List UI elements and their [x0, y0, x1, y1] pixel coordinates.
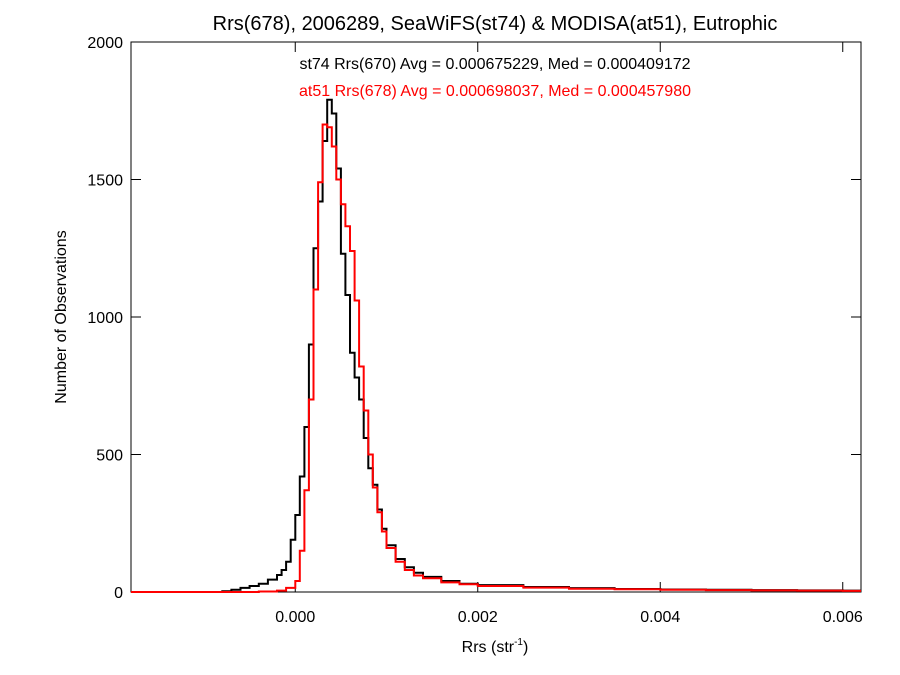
- plot-frame: [130, 41, 862, 593]
- x-tick-label: 0.004: [640, 609, 680, 626]
- x-axis-label-superscript: -1: [514, 637, 523, 648]
- y-axis-label: Number of Observations: [53, 230, 70, 403]
- y-tick-label: 1000: [87, 310, 123, 327]
- chart-title: Rrs(678), 2006289, SeaWiFS(st74) & MODIS…: [213, 13, 778, 35]
- x-axis-label-main: Rrs (str: [462, 639, 515, 656]
- series-2-annotation: at51 Rrs(678) Avg = 0.000698037, Med = 0…: [299, 83, 691, 100]
- x-tick-label: 0.002: [458, 609, 498, 626]
- x-tick-label: 0.000: [275, 609, 315, 626]
- y-tick-label: 2000: [87, 35, 123, 52]
- y-tick-label: 1500: [87, 173, 123, 190]
- series-layer: [131, 98, 861, 593]
- y-tick-label: 500: [96, 448, 123, 465]
- series-1-histogram-line: [131, 98, 861, 593]
- x-axis-ticks: 0.000 0.002 0.004 0.006: [275, 42, 863, 626]
- series-1-annotation: st74 Rrs(670) Avg = 0.000675229, Med = 0…: [299, 56, 690, 73]
- x-tick-label: 0.006: [823, 609, 863, 626]
- y-tick-label: 0: [114, 585, 123, 602]
- x-axis-label: Rrs (str-1): [462, 637, 529, 656]
- series-2-histogram-line: [131, 123, 861, 593]
- y-axis-ticks: 0 500 1000 1500 2000: [87, 35, 861, 602]
- x-axis-label-close: ): [523, 639, 528, 656]
